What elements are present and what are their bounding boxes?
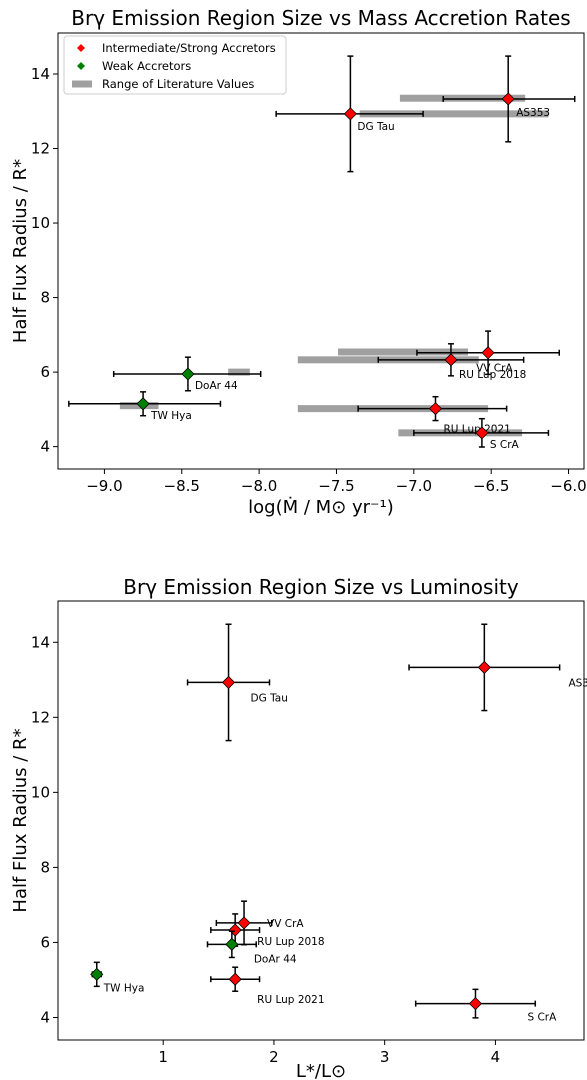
point-annotation: S CrA [527,1012,557,1024]
literature-range-bar [359,110,549,118]
y-tick-label: 8 [40,289,50,307]
x-tick-label: −6.5 [473,477,509,495]
y-axis-label: Half Flux Radius / R* [10,728,31,912]
data-point-marker [90,967,104,981]
point-annotation: TW Hya [103,982,145,994]
point-annotation: S CrA [490,439,520,451]
data-point-marker [228,923,242,937]
point-annotation: DoAr 44 [254,953,297,965]
legend-entry: Range of Literature Values [102,77,254,91]
point-annotation: DG Tau [357,121,394,133]
literature-range-bar [338,348,468,356]
legend-marker [77,62,85,70]
point-annotation: VV CrA [476,363,513,375]
y-tick-label: 4 [40,438,50,456]
plot-frame [57,600,585,1041]
y-axis-label: Half Flux Radius / R* [10,159,31,343]
data-point-marker [343,107,357,121]
x-tick-label: −7.5 [318,477,354,495]
legend-range-swatch [72,80,92,88]
y-tick-label: 8 [40,858,50,876]
data-point-marker [228,972,242,986]
x-tick-label: −6.0 [550,477,586,495]
x-tick-label: −8.5 [164,477,200,495]
y-tick-label: 14 [31,65,50,83]
x-tick-label: −8.0 [241,477,277,495]
data-point-marker [428,402,443,416]
x-tick-label: −9.0 [86,477,122,495]
y-tick-label: 10 [31,214,50,232]
legend-marker [77,44,85,52]
data-point-marker [136,397,150,411]
data-point-marker [221,675,236,689]
point-annotation: AS353 [568,677,587,689]
y-tick-label: 12 [31,708,50,726]
y-tick-label: 14 [31,633,50,651]
point-annotation: AS353 [516,107,550,119]
y-tick-label: 4 [40,1008,50,1026]
x-tick-label: 3 [380,1048,390,1066]
point-annotation: VV CrA [267,918,304,930]
data-point-marker [444,353,458,367]
data-point-marker [468,997,483,1011]
x-tick-label: 4 [491,1048,501,1066]
data-point-marker [237,916,251,930]
accretion-chart: Brγ Emission Region Size vs Mass Accreti… [10,6,587,518]
x-tick-label: 1 [158,1048,168,1066]
x-tick-label: −7.0 [396,477,432,495]
data-point-marker [181,367,195,381]
chart-title: Brγ Emission Region Size vs Luminosity [123,575,519,599]
legend-box [63,35,287,95]
x-axis-label: L*/L⊙ [296,1061,346,1080]
x-tick-label: 2 [269,1048,279,1066]
literature-range-bar [228,368,250,376]
point-annotation: RU Lup 2018 [459,369,526,381]
point-annotation: TW Hya [150,410,192,422]
y-tick-label: 6 [40,363,50,381]
data-point-marker [477,660,491,674]
legend-entry: Weak Accretors [102,59,191,73]
y-tick-label: 6 [40,933,50,951]
data-point-marker [501,92,515,106]
point-annotation: DG Tau [251,692,288,704]
data-point-marker [475,426,489,440]
plot-frame [57,32,585,470]
y-tick-label: 10 [31,783,50,801]
data-point-marker [481,346,495,360]
data-point-marker [225,937,239,951]
x-axis-label: log(Ṁ / M⊙ yr⁻¹) [248,497,394,518]
point-annotation: RU Lup 2018 [257,936,324,948]
point-annotation: DoAr 44 [195,380,238,392]
legend-entry: Intermediate/Strong Accretors [102,41,276,55]
y-tick-label: 12 [31,140,50,158]
point-annotation: RU Lup 2021 [257,994,324,1006]
chart-title: Brγ Emission Region Size vs Mass Accreti… [71,6,570,30]
